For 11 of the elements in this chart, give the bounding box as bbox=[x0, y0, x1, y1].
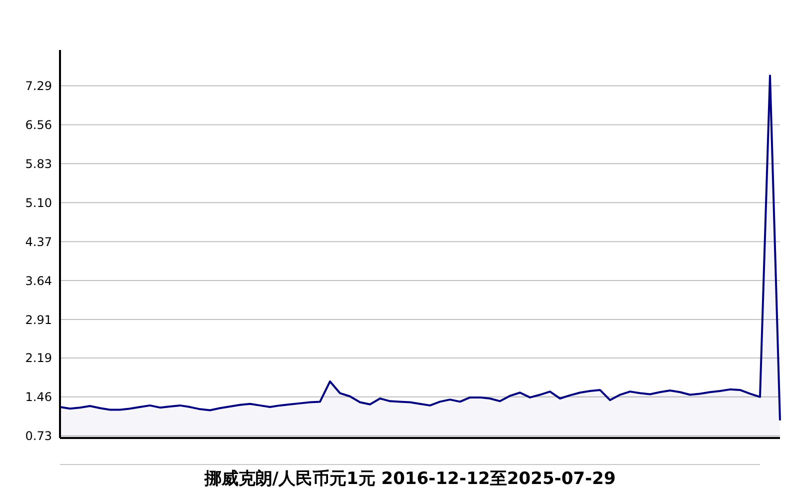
y-tick-label: 2.91 bbox=[25, 312, 52, 327]
y-tick-label: 4.37 bbox=[25, 234, 52, 249]
y-tick-label: 2.19 bbox=[25, 351, 52, 366]
y-tick-label: 7.29 bbox=[25, 79, 52, 94]
y-tick-label: 0.73 bbox=[25, 429, 52, 444]
y-tick-label: 5.83 bbox=[25, 156, 52, 171]
y-tick-label: 5.10 bbox=[25, 196, 52, 210]
text: 挪威克朗/人民币元1元 2016-12-12至2025-07-29 bbox=[60, 464, 760, 490]
y-tick-label: 6.56 bbox=[25, 118, 52, 132]
y-tick-label: 3.64 bbox=[25, 274, 52, 288]
y-tick-label: 1.46 bbox=[25, 390, 52, 404]
